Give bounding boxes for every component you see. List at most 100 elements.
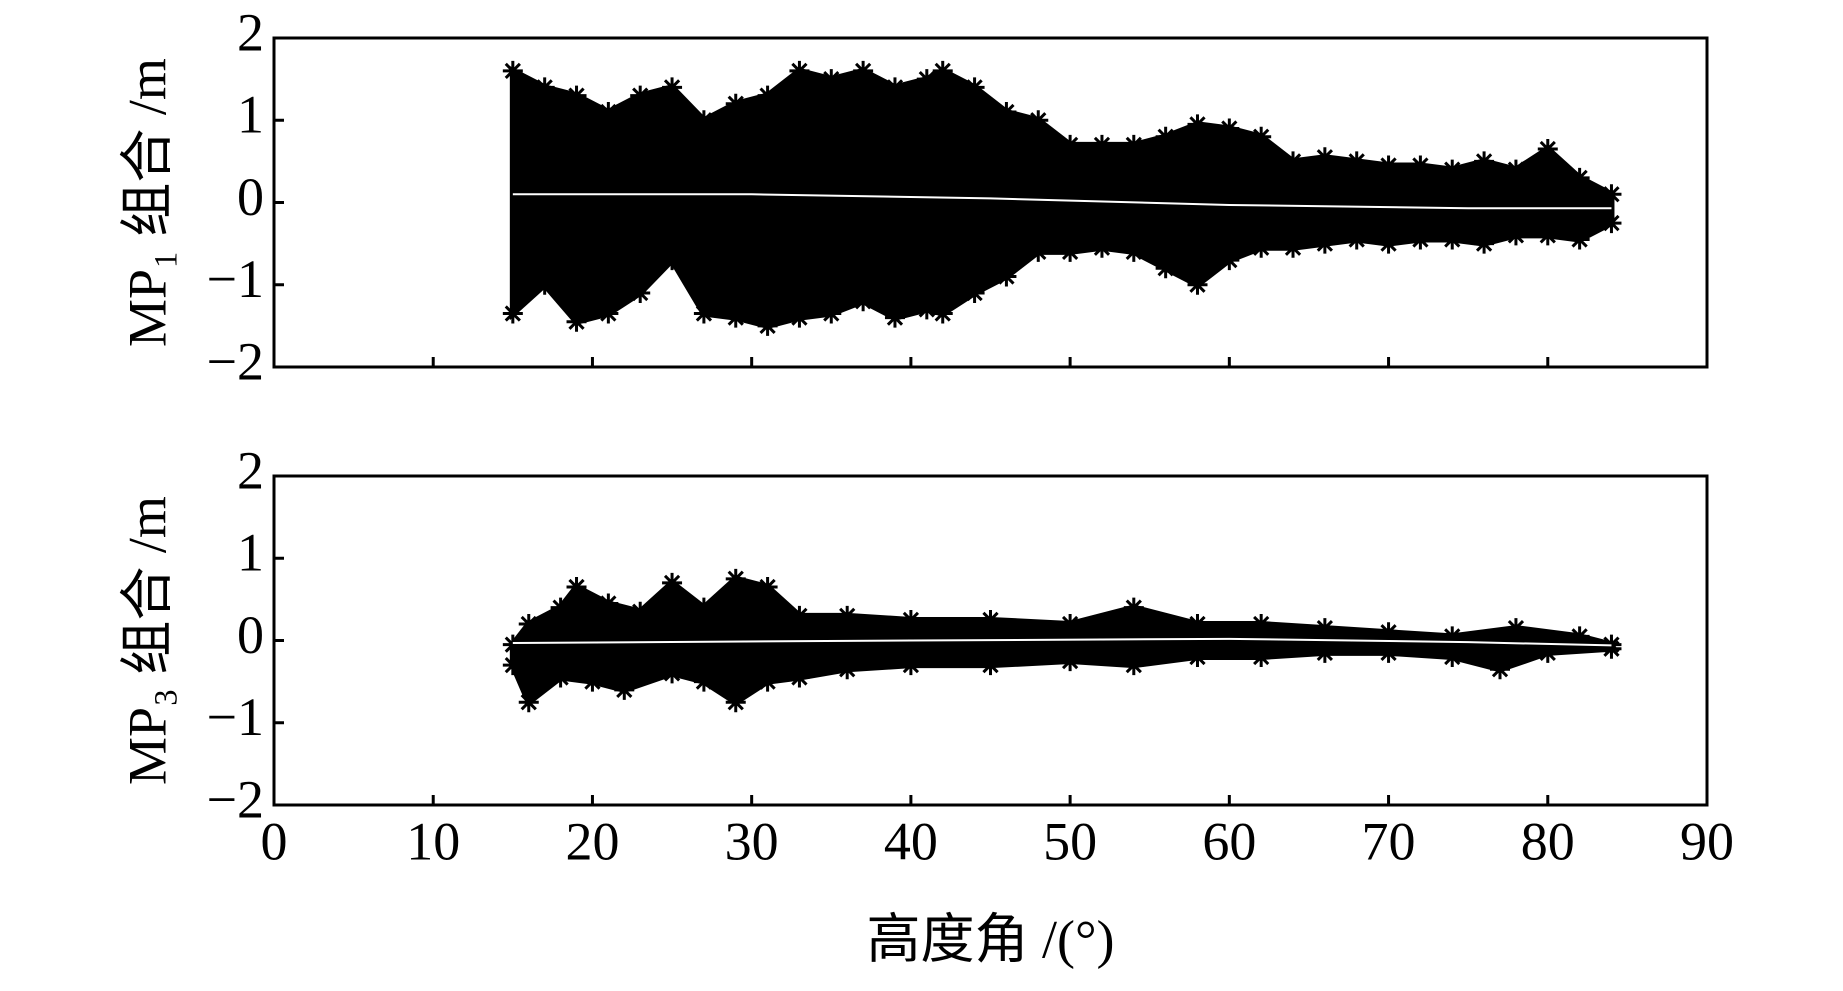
x-tick-label: 80 [1521, 811, 1575, 871]
scatter-point [1505, 225, 1526, 246]
scatter-point [518, 692, 539, 713]
scatter-point [693, 110, 714, 131]
scatter-point [1060, 241, 1081, 262]
scatter-point [1283, 151, 1304, 172]
scatter-point [1251, 237, 1272, 258]
scatter-point [1314, 233, 1335, 254]
fit-line [512, 637, 1612, 647]
x-tick-label: 40 [884, 811, 938, 871]
scatter-point [964, 77, 985, 98]
scatter-point [1442, 159, 1463, 180]
scatter-point [916, 299, 937, 320]
scatter-point [1314, 147, 1335, 168]
scatter-point [566, 577, 587, 598]
scatter-point [1346, 151, 1367, 172]
scatter-point [757, 577, 778, 598]
scatter-point [884, 307, 905, 328]
scatter-point [1601, 213, 1622, 234]
y-tick-label: 1 [237, 523, 264, 583]
scatter-point [693, 597, 714, 618]
x-tick-label: 70 [1362, 811, 1416, 871]
scatter-point [789, 307, 810, 328]
scatter-point [1569, 167, 1590, 188]
y-axis-label: MP₃ 组合 /m [117, 496, 177, 785]
scatter-point [1251, 126, 1272, 147]
scatter-point [821, 69, 842, 90]
scatter-point [1410, 155, 1431, 176]
scatter-point [757, 85, 778, 106]
scatter-point [1187, 114, 1208, 135]
y-tick-label: 2 [237, 2, 264, 62]
scatter-point [1569, 626, 1590, 647]
y-tick-label: 1 [237, 85, 264, 145]
scatter-point [725, 93, 746, 114]
y-tick-label: −1 [207, 249, 264, 309]
scatter-point [757, 315, 778, 336]
scatter-point [1219, 118, 1240, 139]
scatter-band [509, 65, 1615, 329]
scatter-point [1442, 229, 1463, 250]
scatter-point [630, 601, 651, 622]
scatter-point [693, 303, 714, 324]
scatter-point [1346, 229, 1367, 250]
scatter-point [566, 85, 587, 106]
scatter-point [1283, 237, 1304, 258]
scatter-point [1028, 241, 1049, 262]
scatter-point [1251, 646, 1272, 667]
scatter-point [1410, 229, 1431, 250]
scatter-point [1601, 638, 1622, 659]
scatter-point [1187, 646, 1208, 667]
scatter-point [932, 303, 953, 324]
scatter-point [900, 655, 921, 676]
x-tick-label: 30 [725, 811, 779, 871]
scatter-point [1187, 274, 1208, 295]
scatter-point [932, 60, 953, 81]
x-tick-label: 20 [565, 811, 619, 871]
fit-line [512, 193, 1612, 210]
scatter-point [789, 605, 810, 626]
scatter-point [1378, 642, 1399, 663]
scatter-point [1028, 110, 1049, 131]
scatter-point [1091, 134, 1112, 155]
scatter-point [996, 102, 1017, 123]
scatter-point [980, 655, 1001, 676]
scatter-point [964, 282, 985, 303]
scatter-point [980, 609, 1001, 630]
scatter-point [630, 282, 651, 303]
scatter-point [1601, 184, 1622, 205]
scatter-point [534, 77, 555, 98]
scatter-point [1490, 659, 1511, 680]
scatter-point [1537, 225, 1558, 246]
scatter-point [534, 274, 555, 295]
scatter-point [1474, 151, 1495, 172]
scatter-point [853, 291, 874, 312]
scatter-point [1091, 237, 1112, 258]
scatter-point [1123, 134, 1144, 155]
scatter-point [1442, 626, 1463, 647]
scatter-point [502, 303, 523, 324]
scatter-point [996, 266, 1017, 287]
y-tick-label: −2 [207, 769, 264, 829]
y-tick-label: 0 [237, 167, 264, 227]
scatter-point [566, 311, 587, 332]
scatter-point [1505, 159, 1526, 180]
scatter-point [550, 597, 571, 618]
y-tick-label: −2 [207, 331, 264, 391]
scatter-point [662, 77, 683, 98]
scatter-point [900, 609, 921, 630]
scatter-point [630, 85, 651, 106]
x-tick-label: 0 [261, 811, 288, 871]
scatter-point [502, 60, 523, 81]
scatter-point [821, 303, 842, 324]
scatter-point [550, 667, 571, 688]
scatter-point [518, 614, 539, 635]
scatter-point [1314, 642, 1335, 663]
scatter-point [789, 60, 810, 81]
x-tick-label: 50 [1043, 811, 1097, 871]
y-axis-label: MP₁ 组合 /m [117, 58, 177, 347]
scatter-point [662, 250, 683, 271]
scatter-point [884, 77, 905, 98]
scatter-point [725, 307, 746, 328]
scatter-point [662, 572, 683, 593]
